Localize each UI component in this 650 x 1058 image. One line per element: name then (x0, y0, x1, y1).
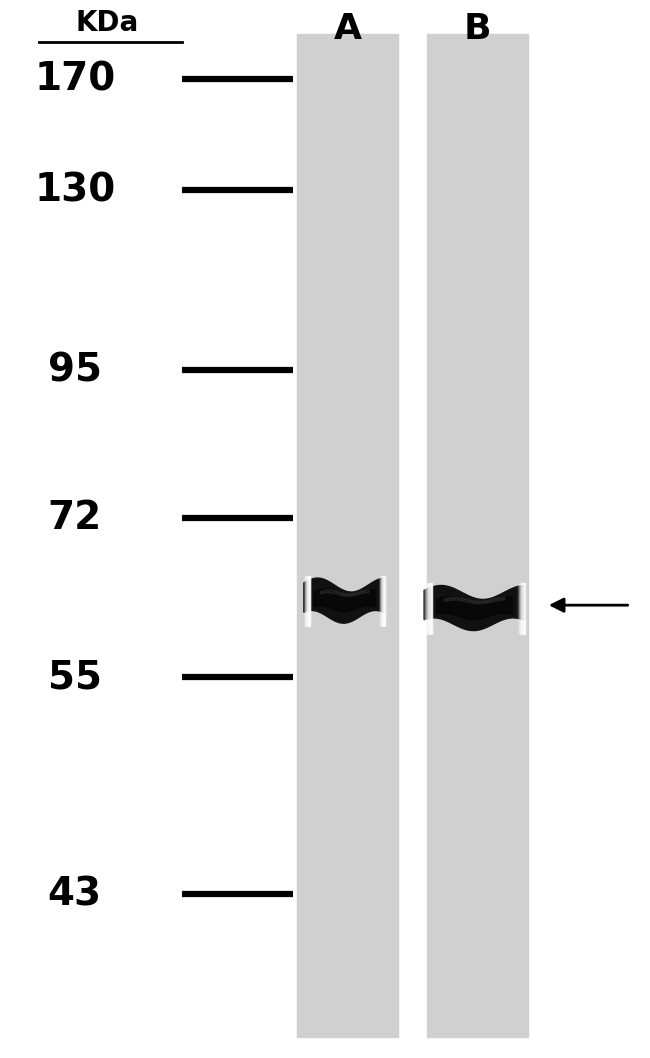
Bar (298, 34, 398, 1037)
Text: 170: 170 (34, 60, 116, 98)
Polygon shape (304, 578, 385, 623)
Text: 130: 130 (34, 171, 116, 209)
Polygon shape (320, 590, 369, 597)
Text: 95: 95 (47, 351, 102, 389)
Polygon shape (445, 598, 504, 604)
Text: A: A (333, 12, 362, 45)
Bar (428, 34, 528, 1037)
Polygon shape (314, 589, 375, 612)
Text: B: B (464, 12, 491, 45)
Polygon shape (437, 597, 512, 619)
Polygon shape (424, 585, 525, 631)
Text: 55: 55 (47, 658, 102, 696)
Text: 72: 72 (47, 499, 102, 537)
Text: 43: 43 (47, 875, 102, 913)
Text: KDa: KDa (75, 10, 139, 37)
